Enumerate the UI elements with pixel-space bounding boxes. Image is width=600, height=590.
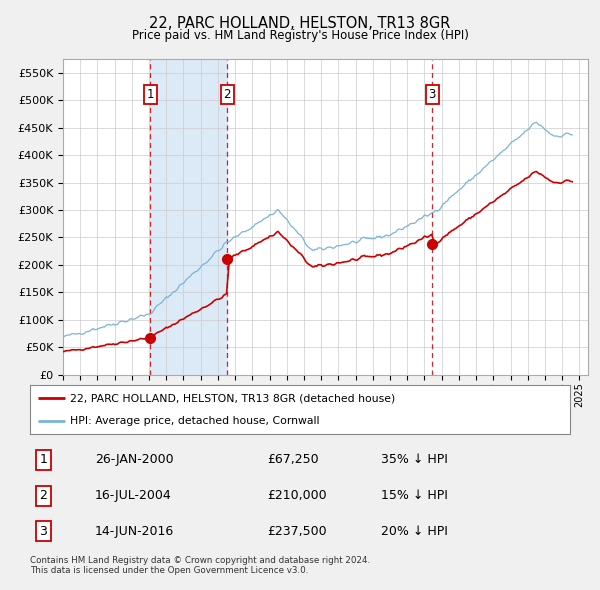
Bar (150, 59, 227, 375)
Text: 2: 2 (223, 88, 231, 101)
Text: 35% ↓ HPI: 35% ↓ HPI (381, 453, 448, 466)
Text: 20% ↓ HPI: 20% ↓ HPI (381, 525, 448, 538)
Text: 2: 2 (40, 489, 47, 502)
Text: £210,000: £210,000 (268, 489, 327, 502)
Text: 14-JUN-2016: 14-JUN-2016 (95, 525, 174, 538)
Text: £67,250: £67,250 (268, 453, 319, 466)
Text: 26-JAN-2000: 26-JAN-2000 (95, 453, 173, 466)
Text: 1: 1 (146, 88, 154, 101)
Text: 22, PARC HOLLAND, HELSTON, TR13 8GR: 22, PARC HOLLAND, HELSTON, TR13 8GR (149, 16, 451, 31)
Text: 22, PARC HOLLAND, HELSTON, TR13 8GR (detached house): 22, PARC HOLLAND, HELSTON, TR13 8GR (det… (71, 394, 396, 404)
Text: 3: 3 (40, 525, 47, 538)
Text: HPI: Average price, detached house, Cornwall: HPI: Average price, detached house, Corn… (71, 415, 320, 425)
Text: 15% ↓ HPI: 15% ↓ HPI (381, 489, 448, 502)
Text: £237,500: £237,500 (268, 525, 327, 538)
Text: Price paid vs. HM Land Registry's House Price Index (HPI): Price paid vs. HM Land Registry's House … (131, 29, 469, 42)
Text: Contains HM Land Registry data © Crown copyright and database right 2024.
This d: Contains HM Land Registry data © Crown c… (30, 556, 370, 575)
Text: 3: 3 (428, 88, 436, 101)
Text: 16-JUL-2004: 16-JUL-2004 (95, 489, 172, 502)
Text: 1: 1 (40, 453, 47, 466)
